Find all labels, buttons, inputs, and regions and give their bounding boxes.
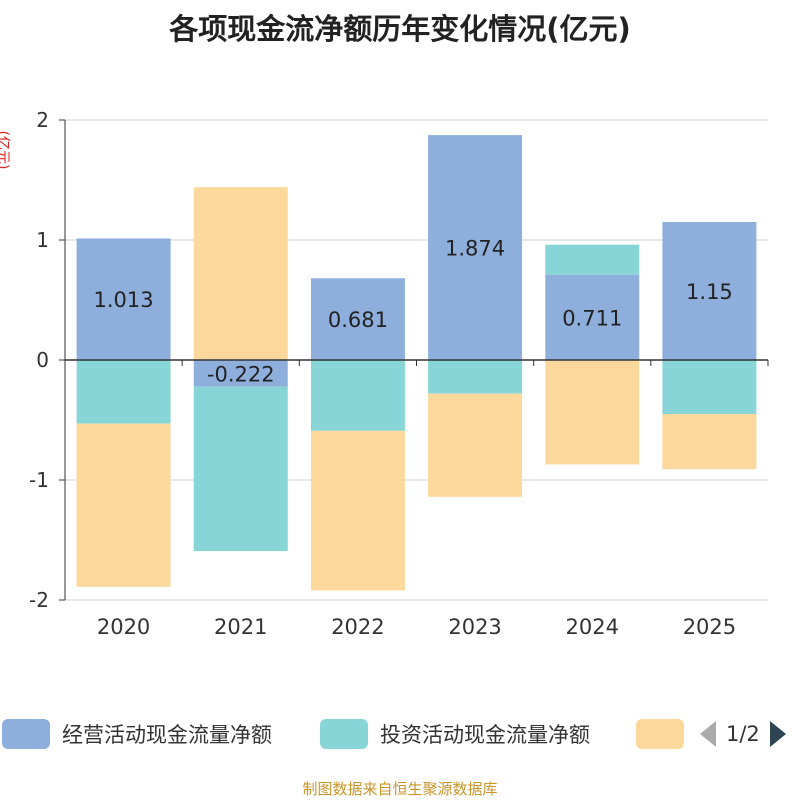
legend: 经营活动现金流量净额 投资活动现金流量净额 1/2 [0, 718, 800, 754]
legend-swatch-operating [2, 719, 50, 749]
data-label: 1.15 [686, 280, 733, 304]
legend-item-investing[interactable]: 投资活动现金流量净额 [320, 718, 590, 750]
data-labels: 1.013 -0.222 0.681 1.874 0.711 1.15 [94, 237, 733, 387]
data-label: 0.711 [562, 306, 622, 330]
bar-segment[interactable] [193, 360, 288, 387]
bar-segment[interactable] [662, 360, 757, 414]
y-tick-label: 2 [36, 108, 49, 132]
x-tick-label: 2025 [683, 615, 736, 639]
x-tick-label: 2022 [331, 615, 384, 639]
legend-swatch-investing [320, 719, 368, 749]
y-tick-label: 0 [36, 348, 49, 372]
bar-segment[interactable] [545, 360, 640, 465]
bar-segment[interactable] [428, 393, 523, 497]
bar-segment[interactable] [310, 278, 405, 360]
x-tick-label: 2024 [566, 615, 619, 639]
legend-page-indicator: 1/2 [726, 722, 760, 746]
bar-segment[interactable] [545, 274, 640, 360]
bar-segment[interactable] [662, 414, 757, 470]
next-page-icon[interactable] [769, 721, 786, 747]
data-label: -0.222 [207, 362, 275, 386]
data-label: 1.874 [445, 237, 505, 261]
bar-segment[interactable] [76, 238, 171, 360]
legend-swatch-financing [636, 719, 684, 749]
bars [76, 135, 757, 591]
bar-segment[interactable] [662, 222, 757, 360]
legend-item-operating[interactable]: 经营活动现金流量净额 [2, 718, 272, 750]
bar-segment[interactable] [76, 360, 171, 424]
prev-page-icon[interactable] [700, 721, 716, 747]
bar-segment[interactable] [428, 135, 523, 360]
grid-lines [65, 119, 768, 601]
bar-segment[interactable] [310, 430, 405, 591]
axes: 2 1 0 -1 -2 2020 2021 2022 2023 2024 2025 [29, 108, 769, 639]
legend-pager: 1/2 [700, 718, 786, 750]
bar-segment[interactable] [193, 187, 288, 360]
legend-label-investing: 投资活动现金流量净额 [380, 723, 590, 747]
data-label: 1.013 [94, 288, 154, 312]
x-tick-label: 2023 [448, 615, 501, 639]
y-tick-label: 1 [36, 228, 49, 252]
bar-segment[interactable] [310, 360, 405, 431]
bar-segment[interactable] [76, 423, 171, 587]
chart-title: 各项现金流净额历年变化情况(亿元) [169, 12, 631, 46]
legend-item-financing[interactable] [636, 718, 696, 750]
legend-label-operating: 经营活动现金流量净额 [62, 723, 272, 747]
y-tick-label: -1 [29, 468, 49, 492]
bar-segment[interactable] [428, 360, 523, 394]
x-tick-label: 2020 [97, 615, 150, 639]
x-tick-label: 2021 [214, 615, 267, 639]
bar-segment[interactable] [545, 244, 640, 275]
data-label: 0.681 [328, 308, 388, 332]
data-source-footer: 制图数据来自恒生聚源数据库 [302, 780, 498, 798]
bar-segment[interactable] [193, 386, 288, 552]
y-tick-label: -2 [29, 588, 49, 612]
